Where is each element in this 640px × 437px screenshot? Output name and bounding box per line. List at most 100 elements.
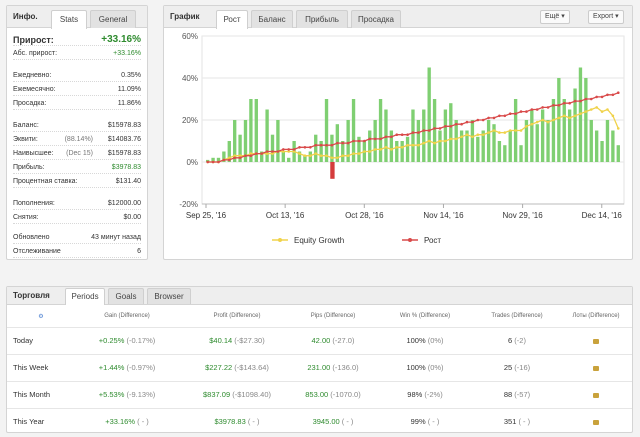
chart-title: График xyxy=(170,12,200,21)
table-cell: 25 (-16) xyxy=(477,355,557,381)
bar xyxy=(546,120,550,162)
cell-text: (0%) xyxy=(425,363,444,372)
series-point xyxy=(400,133,404,136)
legend-marker xyxy=(408,238,412,242)
bar xyxy=(589,120,593,162)
tab-periods[interactable]: Periods xyxy=(65,288,105,305)
series-point xyxy=(384,146,388,149)
tab-profit[interactable]: Прибыль xyxy=(296,10,348,28)
series-point xyxy=(546,106,550,109)
series-point xyxy=(600,95,604,99)
info-row-value: 43 минут назад xyxy=(91,234,141,241)
series-point xyxy=(514,112,517,115)
series-point xyxy=(589,97,593,101)
cell-text: (-2) xyxy=(512,336,526,345)
bar xyxy=(330,134,334,162)
bar xyxy=(557,78,561,162)
bar xyxy=(438,130,442,162)
table-cell: +33.16% ( - ) xyxy=(87,409,167,435)
lock-icon[interactable] xyxy=(561,355,631,381)
cell-text: ( - ) xyxy=(135,417,149,426)
series-point xyxy=(325,143,328,147)
series-point xyxy=(508,112,512,115)
bar xyxy=(530,109,534,162)
bar xyxy=(573,88,577,162)
bar xyxy=(270,134,275,162)
series-point xyxy=(411,131,415,134)
header-win: Win % (Difference) xyxy=(399,313,451,319)
cell-text: +33.16% xyxy=(105,417,136,426)
series-point xyxy=(395,133,399,136)
table-header: ⚙ Gain (Difference) Profit (Difference) … xyxy=(7,313,632,327)
y-tick-label: 40% xyxy=(182,74,198,83)
cell-text: This Month xyxy=(13,390,51,399)
series-point xyxy=(373,137,377,141)
info-row-value: $131.40 xyxy=(115,178,141,185)
more-button[interactable]: Ещё ▾ xyxy=(540,10,570,24)
bar xyxy=(281,151,285,162)
tab-browser[interactable]: Browser xyxy=(147,288,191,304)
tab-goals[interactable]: Goals xyxy=(108,288,144,304)
lock-icon[interactable] xyxy=(561,328,631,354)
series-point xyxy=(303,146,307,149)
series-point xyxy=(606,93,609,97)
series-point xyxy=(573,114,577,118)
cell-text: 99% xyxy=(410,417,426,426)
cell-text: (-57) xyxy=(512,390,531,399)
series-point xyxy=(298,152,301,155)
tab-growth[interactable]: Рост xyxy=(216,10,248,29)
bar xyxy=(233,120,237,162)
series-point xyxy=(492,129,496,132)
cell-text: ( - ) xyxy=(516,417,531,426)
info-row-value: $3978.83 xyxy=(111,164,141,171)
tab-balance[interactable]: Баланс xyxy=(251,10,293,28)
bar xyxy=(443,109,448,162)
settings-icon[interactable]: ⚙ xyxy=(38,314,44,320)
tab-general[interactable]: General xyxy=(90,10,136,28)
series-point xyxy=(325,154,328,157)
cell-text: 100% xyxy=(406,363,426,372)
lock-icon[interactable] xyxy=(561,382,631,408)
tab-drawdown[interactable]: Просадка xyxy=(351,10,401,28)
series-point xyxy=(406,143,409,147)
cell-text: (-2%) xyxy=(422,390,443,399)
series-point xyxy=(557,104,561,107)
chart-panel: График Рост Баланс Прибыль Просадка Ещё … xyxy=(163,5,633,260)
lock-icon[interactable] xyxy=(561,409,631,435)
bar xyxy=(611,130,615,162)
series-point xyxy=(341,141,345,145)
series-point xyxy=(471,120,474,124)
bar xyxy=(368,130,372,162)
cell-text: (-136.0) xyxy=(330,363,359,372)
bar xyxy=(584,78,588,162)
info-row: Пополнения: $12000.00 xyxy=(13,198,141,210)
series-point xyxy=(368,150,372,153)
info-row: Прирост: +33.16% xyxy=(13,34,141,46)
info-row: Ежемесячно: 11.09% xyxy=(13,84,141,96)
export-button[interactable]: Export ▾ xyxy=(588,10,624,24)
info-row: Ежедневно: 0.35% xyxy=(13,70,141,82)
cell-text: (-$27.30) xyxy=(232,336,265,345)
bar xyxy=(551,99,556,162)
bar xyxy=(211,157,215,162)
info-row-label: Абс. прирост: xyxy=(13,50,58,57)
tab-stats[interactable]: Stats xyxy=(51,10,87,29)
bar xyxy=(303,155,307,162)
bar xyxy=(395,141,399,162)
bar xyxy=(503,145,507,162)
bar xyxy=(535,124,539,162)
series-point xyxy=(562,101,566,105)
info-row-note: (88.14%) xyxy=(64,136,93,143)
lock-icon-shape xyxy=(593,420,599,425)
legend-marker xyxy=(278,238,282,242)
bar xyxy=(454,120,458,162)
series-point xyxy=(330,156,334,160)
cell-text: ( - ) xyxy=(339,417,354,426)
bar xyxy=(389,130,394,162)
info-row: Баланс: $15978.83 xyxy=(13,120,141,132)
cell-text: +5.53% xyxy=(98,390,125,399)
bar xyxy=(594,130,599,162)
cell-text: +1.44% xyxy=(98,363,125,372)
info-row-label: Отслеживание xyxy=(13,248,61,255)
series-point xyxy=(346,154,350,157)
